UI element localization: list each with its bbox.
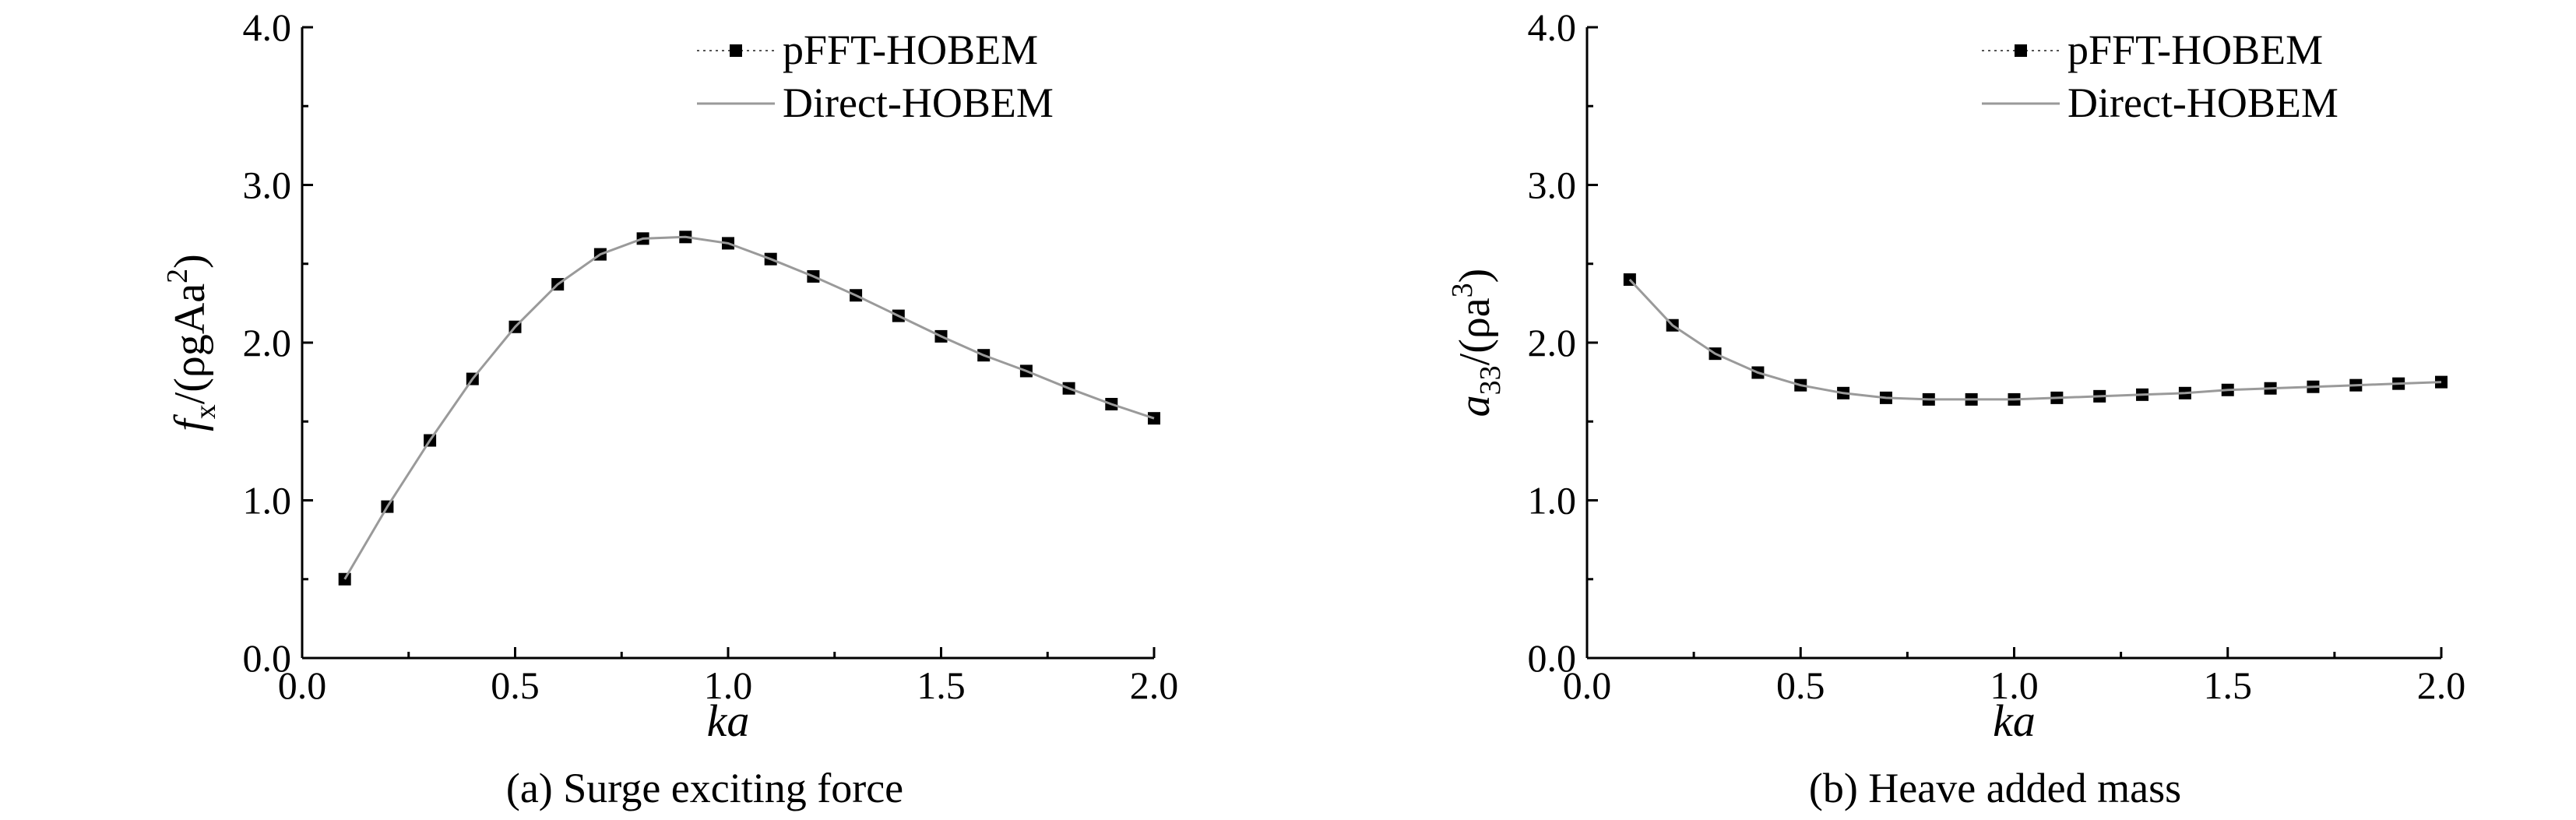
x-tick-label: 0.0 (278, 663, 327, 707)
panel-caption: (a) Surge exciting force (506, 765, 903, 811)
legend-marker-pfft (730, 44, 742, 57)
y-axis-label: fx/(ρgAa2) (161, 254, 222, 431)
x-tick-label: 1.5 (917, 663, 966, 707)
legend: pFFT-HOBEM Direct-HOBEM (697, 26, 1054, 126)
x-tick-label: 1.0 (1990, 663, 2039, 707)
y-label-end: ) (166, 254, 214, 269)
y-tick-label: 0.0 (243, 636, 292, 680)
y-label-sup: 3 (1446, 283, 1479, 297)
legend-label: pFFT-HOBEM (783, 26, 1038, 73)
y-tick-label: 3.0 (1528, 164, 1577, 207)
legend-marker-pfft (2015, 44, 2027, 57)
x-tick-label: 0.5 (491, 663, 540, 707)
y-tick-label: 1.0 (1528, 479, 1577, 523)
x-axis-label: ka (707, 695, 750, 746)
series-dotted-line-pfft-hobem (343, 236, 1155, 580)
y-tick-label: 2.0 (1528, 321, 1577, 364)
y-label-sym: a (1451, 395, 1499, 417)
x-tick-label: 2.0 (2417, 663, 2466, 707)
y-tick-label: 4.0 (1528, 5, 1577, 49)
y-label-end: ) (1451, 269, 1499, 283)
panel-heave-added-mass: 0.0 0.5 1.0 1.5 2.0 0.0 1.0 2.0 3.0 4.0 ka a33/(ρa3… (1446, 5, 2465, 811)
series-dotted-line-pfft-hobem (1629, 279, 2442, 400)
y-label-mid: /(ρa (1451, 297, 1499, 365)
x-tick-label: 0.0 (1563, 663, 1612, 707)
x-tick-label: 0.5 (1776, 663, 1825, 707)
y-tick-label: 3.0 (243, 164, 292, 207)
y-tick-label: 4.0 (243, 5, 292, 49)
legend: pFFT-HOBEM Direct-HOBEM (1982, 26, 2338, 126)
x-axis-label: ka (1993, 695, 2036, 746)
y-tick-label: 1.0 (243, 479, 292, 523)
legend-label: Direct-HOBEM (2067, 79, 2338, 126)
x-tick-label: 2.0 (1130, 663, 1179, 707)
legend-label: Direct-HOBEM (783, 79, 1054, 126)
legend-label: pFFT-HOBEM (2067, 26, 2323, 73)
series-line-direct-hobem (343, 235, 1155, 580)
y-tick-label: 0.0 (1528, 636, 1577, 680)
x-tick-label: 1.0 (704, 663, 753, 707)
panel-caption: (b) Heave added mass (1809, 765, 2181, 811)
x-tick-label: 1.5 (2204, 663, 2253, 707)
y-label-mid: /(ρgAa (166, 283, 214, 405)
y-axis-label: a33/(ρa3) (1446, 269, 1507, 417)
series-line-direct-hobem (1628, 278, 2442, 401)
panel-surge-exciting-force: 0.0 0.5 1.0 1.5 2.0 0.0 1.0 2.0 3.0 4.0 ka fx/(ρgAa… (161, 5, 1178, 811)
y-tick-label: 2.0 (243, 321, 292, 364)
y-label-sup: 2 (161, 269, 194, 283)
y-label-sub: 33 (1474, 365, 1507, 395)
y-label-sub: x (189, 404, 222, 419)
